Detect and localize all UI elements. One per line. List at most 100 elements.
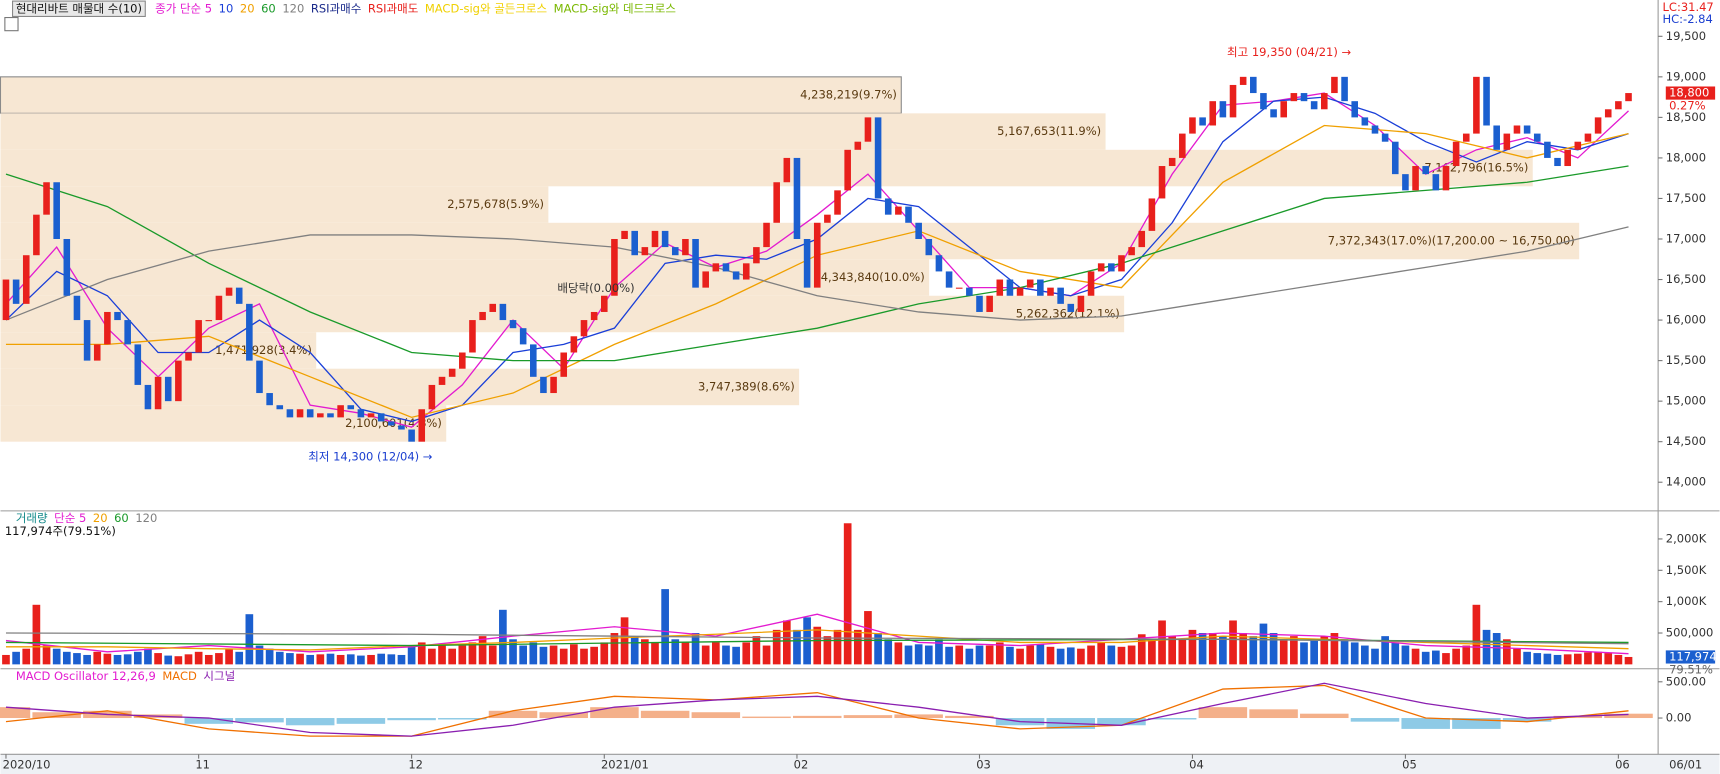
- volume-bar: [1290, 636, 1298, 665]
- volume-bar: [610, 633, 619, 665]
- candle: [1280, 101, 1288, 118]
- candle: [621, 230, 628, 239]
- candle: [1615, 101, 1622, 110]
- candle: [73, 295, 81, 321]
- candle: [459, 352, 466, 369]
- volume-bar: [1391, 642, 1400, 665]
- volume-bar: [985, 645, 994, 665]
- volume-bar: [1239, 633, 1247, 665]
- y-tick-label: 1,000K: [1666, 594, 1707, 608]
- x-tick-label: 02: [794, 758, 809, 772]
- volume-bar: [1411, 648, 1420, 665]
- volume-bar: [1371, 648, 1379, 665]
- y-tick-label: 19,500: [1666, 29, 1706, 43]
- candle: [844, 149, 851, 191]
- volume-bar: [1158, 620, 1166, 665]
- candle: [12, 279, 20, 304]
- candle: [1544, 141, 1551, 158]
- candle: [1300, 93, 1308, 102]
- candle: [905, 206, 912, 223]
- candle: [590, 311, 598, 321]
- candle: [925, 238, 933, 256]
- volume-bar: [62, 651, 71, 665]
- y-tick-label: 14,500: [1666, 434, 1706, 448]
- candle: [1158, 166, 1166, 199]
- oscillator-bar: [1300, 713, 1349, 719]
- volume-bar: [1533, 653, 1542, 665]
- volume-bar: [357, 655, 365, 665]
- candle: [327, 413, 334, 418]
- volume-bar: [468, 642, 477, 665]
- oscillator-bar: [1604, 713, 1653, 719]
- volume-bar: [1046, 646, 1055, 665]
- candle: [408, 429, 415, 442]
- volume-bar: [1563, 654, 1572, 665]
- volume-bar: [93, 651, 102, 665]
- candle: [154, 376, 162, 410]
- volume-bar: [174, 656, 183, 665]
- price-tag: [1665, 86, 1716, 100]
- candle: [1402, 174, 1409, 191]
- volume-band: [0, 259, 930, 296]
- volume-average: [5, 632, 1629, 645]
- volume-bar: [73, 653, 81, 665]
- volume-bar: [326, 653, 335, 665]
- candle: [63, 238, 71, 296]
- y-tick-label: 17,000: [1666, 231, 1706, 245]
- candle: [1412, 166, 1419, 191]
- volume-bar: [580, 648, 588, 665]
- legend-item: MACD-sig와 골든크로스: [425, 1, 547, 15]
- volume-bar: [701, 645, 710, 665]
- volume-bar: [245, 614, 254, 665]
- volume-bar: [387, 654, 396, 665]
- volume-bar: [935, 639, 943, 665]
- candle: [43, 182, 50, 215]
- volume-bar: [407, 645, 416, 665]
- candle: [895, 206, 902, 215]
- volume-band: [0, 222, 1580, 260]
- candle: [1097, 263, 1105, 272]
- candle: [489, 303, 497, 312]
- candle: [1361, 117, 1369, 126]
- volume-bar: [742, 642, 751, 665]
- candle: [347, 405, 355, 410]
- candle: [1128, 247, 1135, 256]
- volume-bar: [367, 654, 375, 665]
- table-icon[interactable]: [4, 16, 19, 32]
- candle: [783, 157, 791, 183]
- candle: [175, 360, 182, 402]
- oscillator-bar: [1502, 718, 1552, 722]
- candle: [286, 409, 294, 418]
- y-tick-label: 500,000: [1666, 626, 1714, 640]
- candle: [1250, 76, 1257, 94]
- macd-line: [5, 682, 1629, 737]
- volume-bar: [286, 653, 294, 665]
- volume-bar: [1219, 636, 1227, 665]
- volume-bar: [164, 655, 173, 665]
- volume-bar: [894, 642, 903, 665]
- oscillator-bar: [438, 718, 487, 720]
- candle: [215, 295, 223, 321]
- volume-bar: [630, 636, 639, 665]
- volume-bar: [316, 654, 325, 665]
- candle: [1625, 93, 1632, 102]
- volume-bar: [52, 648, 61, 665]
- volume-bar: [1300, 642, 1308, 665]
- x-tick-label: 12: [408, 758, 423, 772]
- candle: [1006, 279, 1014, 296]
- volume-bar: [1421, 651, 1430, 665]
- volume-bar: [1584, 652, 1592, 665]
- volume-bar: [772, 629, 781, 665]
- candle: [1341, 76, 1348, 102]
- volume-bar: [600, 642, 609, 665]
- y-tick-label: 19,000: [1666, 69, 1706, 83]
- candle: [246, 303, 253, 361]
- x-tick-label: 06/01: [1669, 758, 1702, 772]
- volume-bar: [945, 646, 953, 665]
- candle: [661, 230, 669, 248]
- volume-bar: [1401, 645, 1410, 665]
- candle: [996, 279, 1004, 296]
- volume-bar: [1340, 639, 1349, 665]
- candle: [722, 263, 730, 272]
- volume-bar: [549, 645, 558, 665]
